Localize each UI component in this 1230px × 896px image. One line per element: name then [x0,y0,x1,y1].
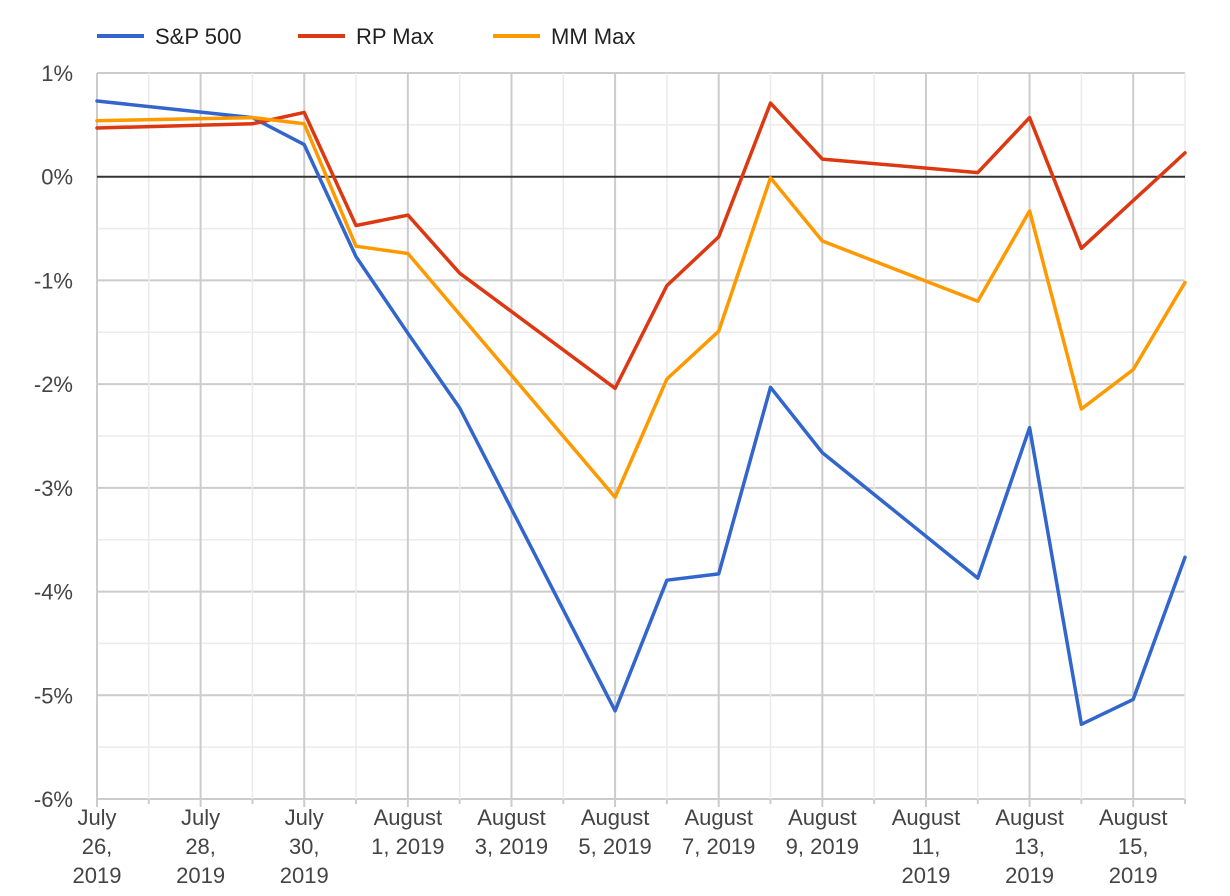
legend-label: S&P 500 [155,24,241,49]
x-tick-label: August 3, 2019 [475,805,548,859]
series-lines [95,99,1187,727]
x-tick-label: August 9, 2019 [786,805,859,859]
series-line-s-p-500 [95,99,1187,727]
legend-label: RP Max [356,24,434,49]
y-tick-label: 1% [41,61,73,86]
series-line-rp-max [95,101,1187,391]
y-tick-label: -1% [34,268,73,293]
y-tick-label: 0% [41,165,73,190]
y-tick-label: -5% [34,683,73,708]
x-tick-label: July 28, 2019 [176,805,225,888]
x-tick-label: August 11, 2019 [892,805,961,888]
x-tick-label: August 7, 2019 [682,805,755,859]
axes: 1% 0% -1% -2% -3% -4% -5% -6%July 26, 2019 July 28,… [34,61,1168,888]
x-tick-label: July 26, 2019 [73,805,122,888]
series-line-mm-max [95,115,1187,499]
y-tick-label: -3% [34,476,73,501]
y-tick-label: -2% [34,372,73,397]
x-tick-label: July 30, 2019 [280,805,329,888]
x-tick-label: August 15, 2019 [1099,805,1168,888]
x-tick-label: August 1, 2019 [371,805,444,859]
legend-label: MM Max [551,24,635,49]
x-tick-label: August 13, 2019 [995,805,1064,888]
y-tick-label: -4% [34,580,73,605]
x-tick-label: August 5, 2019 [578,805,651,859]
legend: S&P 500 RP Max MM Max [97,24,635,49]
y-tick-label: -6% [34,787,73,812]
